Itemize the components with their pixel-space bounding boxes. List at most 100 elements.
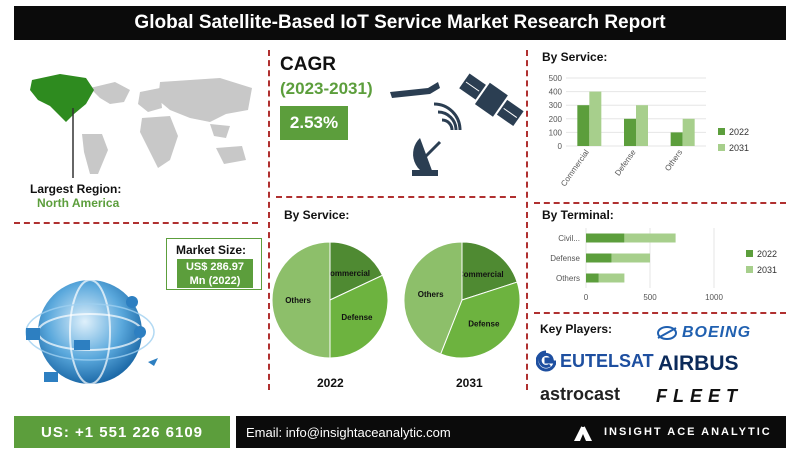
australia-shape — [216, 146, 246, 164]
divider-right-2 — [534, 312, 786, 314]
service-bar-2022 — [577, 105, 590, 146]
se-asia-shape — [210, 124, 230, 138]
terminal-bar-xtick: 0 — [584, 293, 589, 302]
footer-phone: US: +1 551 226 6109 — [14, 416, 230, 448]
globe-sphere — [38, 280, 142, 384]
terminal-bar-2031 — [598, 273, 625, 283]
report-title: Global Satellite-Based IoT Service Marke… — [14, 6, 786, 40]
terminal-bar-2022 — [586, 233, 625, 243]
largest-region-label: Largest Region: — [30, 182, 122, 196]
satellite-illustration — [390, 73, 524, 176]
service-pie-title: By Service: — [284, 208, 350, 222]
market-size-line2: Mn (2022) — [189, 275, 241, 287]
service-bar-chart: 0 100 200 300 400 500 Commercial Defense Others 2… — [549, 74, 749, 188]
service-bar-legend-label: 2022 — [729, 127, 749, 137]
terminal-bar-xtick: 1000 — [705, 293, 723, 302]
service-bar-legend-label: 2031 — [729, 143, 749, 153]
globe-illustration — [25, 279, 158, 385]
service-bar-ytick: 400 — [549, 88, 563, 97]
key-players-title: Key Players: — [540, 322, 613, 336]
service-bar-2022 — [670, 132, 683, 146]
divider-right-1 — [534, 202, 786, 204]
pie-label-others: Others — [418, 290, 444, 299]
pie-slice-others — [271, 241, 331, 359]
pie-year-2031: 2031 — [456, 376, 483, 390]
folder-icon — [26, 328, 40, 340]
eurasia-shape — [158, 78, 252, 122]
ship-icon — [126, 296, 138, 308]
europe-shape — [138, 88, 162, 112]
pie-slice-commercial — [329, 241, 384, 301]
south-america-shape — [82, 134, 108, 174]
divider-middle — [276, 196, 516, 198]
north-america-shape — [30, 74, 94, 122]
terminal-bar-ytick: Others — [556, 274, 580, 283]
pie-slice-defense — [329, 274, 389, 359]
service-bar-2031 — [636, 105, 648, 146]
service-bar-ytick: 200 — [549, 115, 563, 124]
camera-icon — [44, 372, 58, 382]
africa-shape — [140, 116, 178, 168]
world-map — [30, 74, 252, 178]
footer-email[interactable]: Email: info@insightaceanalytic.com — [236, 416, 536, 448]
cagr-period: (2023-2031) — [280, 79, 373, 98]
airplane-icon — [390, 82, 440, 98]
terminal-bar-legend-swatch — [746, 266, 753, 273]
service-bar-xtick: Defense — [613, 148, 638, 178]
divider-left — [14, 222, 258, 224]
pie-slice-commercial — [461, 241, 518, 301]
greenland-shape — [90, 82, 130, 104]
pie-year-2022: 2022 — [317, 376, 344, 390]
footer-brand: INSIGHT ACE ANALYTIC — [536, 416, 786, 448]
satellite-dish-icon — [412, 138, 442, 176]
market-size-line1: US$ 286.97 — [185, 261, 245, 273]
divider-vertical-1 — [268, 50, 270, 390]
player-eutelsat: EUTELSAT — [536, 350, 654, 372]
truck-icon — [74, 340, 90, 350]
cagr-title: CAGR — [280, 54, 336, 75]
service-bar-2031 — [589, 91, 602, 146]
terminal-bar-xtick: 500 — [643, 293, 657, 302]
service-bar-2022 — [624, 118, 636, 146]
plane-icon — [148, 358, 158, 366]
service-bar-ytick: 500 — [549, 74, 563, 83]
insightace-logo-icon — [574, 423, 592, 441]
gear-icon — [134, 326, 146, 338]
terminal-bar-legend-label: 2022 — [757, 249, 777, 259]
terminal-bar-chart: 0 500 1000 Civil... Defense Others 2022 2031 — [550, 228, 777, 302]
satellite-icon — [459, 73, 524, 127]
player-fleet: FLEET — [656, 386, 743, 406]
terminal-bar-title: By Terminal: — [542, 208, 614, 222]
service-bar-legend-swatch — [718, 128, 725, 135]
service-bar-ytick: 100 — [549, 128, 563, 137]
pie-label-defense: Defense — [341, 313, 373, 322]
terminal-bar-legend-swatch — [746, 250, 753, 257]
pie-label-commercial: Commercial — [324, 269, 370, 278]
boeing-logo-icon — [657, 326, 677, 340]
largest-region-value: North America — [37, 196, 120, 210]
footer-brand-label: INSIGHT ACE ANALYTIC — [604, 426, 772, 438]
terminal-bar-2022 — [586, 273, 599, 283]
terminal-bar-2022 — [586, 253, 612, 263]
market-size-value: US$ 286.97 Mn (2022) — [177, 259, 253, 288]
service-pie-charts: Commercial Defense Others Commercial Defense… — [271, 241, 521, 359]
market-size-label: Market Size: — [176, 243, 247, 257]
cagr-value: 2.53% — [280, 106, 348, 140]
service-bar-title: By Service: — [542, 50, 608, 64]
service-bar-legend-swatch — [718, 144, 725, 151]
player-airbus: AIRBUS — [658, 352, 739, 375]
terminal-bar-2031 — [611, 253, 650, 263]
divider-vertical-2 — [526, 50, 528, 390]
terminal-bar-ytick: Civil... — [558, 234, 580, 243]
service-bar-2031 — [682, 118, 695, 146]
pie-slice-others — [403, 241, 463, 355]
terminal-bar-ytick: Defense — [550, 254, 580, 263]
service-bar-ytick: 0 — [558, 142, 563, 151]
service-bar-xtick: Others — [663, 148, 684, 173]
terminal-bar-legend-label: 2031 — [757, 265, 777, 275]
player-boeing: BOEING — [656, 324, 751, 342]
player-astrocast: astrocast — [540, 384, 621, 404]
pie-label-defense: Defense — [468, 319, 500, 328]
pie-label-commercial: Commercial — [458, 270, 504, 279]
pie-slice-defense — [439, 281, 521, 359]
